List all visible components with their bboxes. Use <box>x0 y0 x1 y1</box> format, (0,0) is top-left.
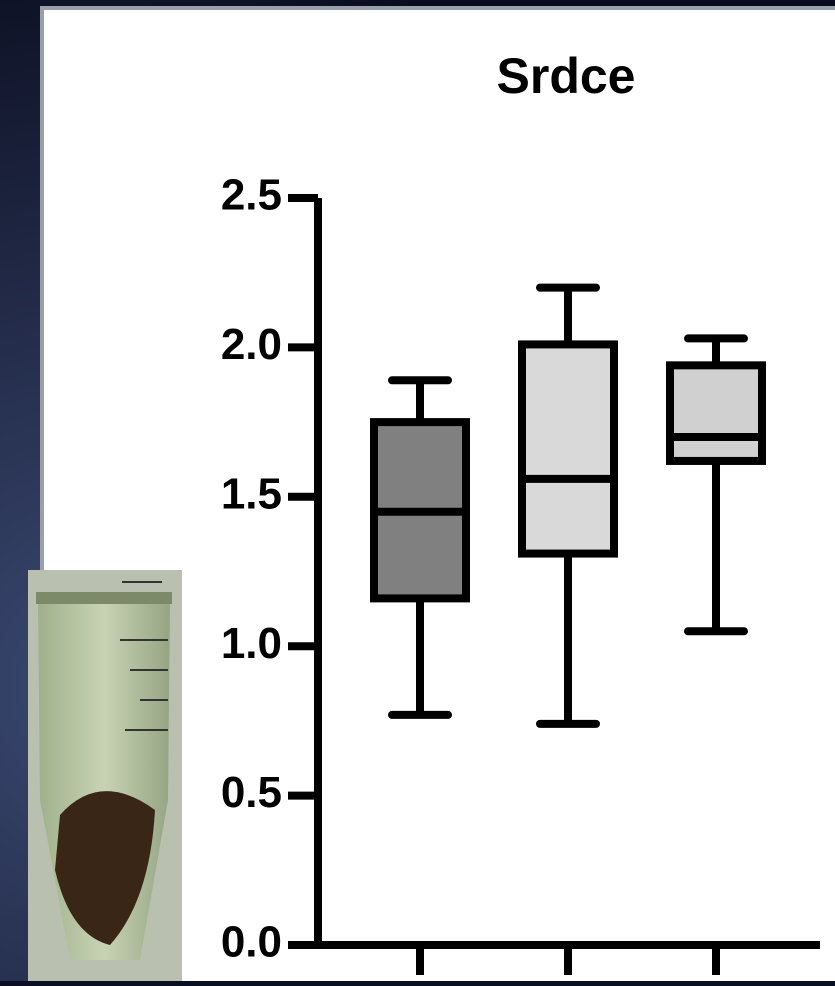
box <box>522 344 614 553</box>
y-tick-label: 1.0 <box>221 619 282 668</box>
y-tick-label: 2.5 <box>221 171 282 220</box>
y-tick-label: 0.5 <box>221 768 282 817</box>
tube-photo <box>28 570 182 981</box>
slide: Srdce 0.0 0.5 1.0 1.5 2.0 2.5 <box>0 0 835 981</box>
y-tick-label: 2.0 <box>221 320 282 369</box>
page: Srdce 0.00.51.01.52.02.5 (() => { const … <box>0 0 835 981</box>
y-tick-label: 0.0 <box>221 918 282 967</box>
box <box>670 365 762 461</box>
tube-rim <box>36 592 172 604</box>
chart-title: Srdce <box>497 48 636 104</box>
y-tick-label: 1.5 <box>221 469 282 518</box>
